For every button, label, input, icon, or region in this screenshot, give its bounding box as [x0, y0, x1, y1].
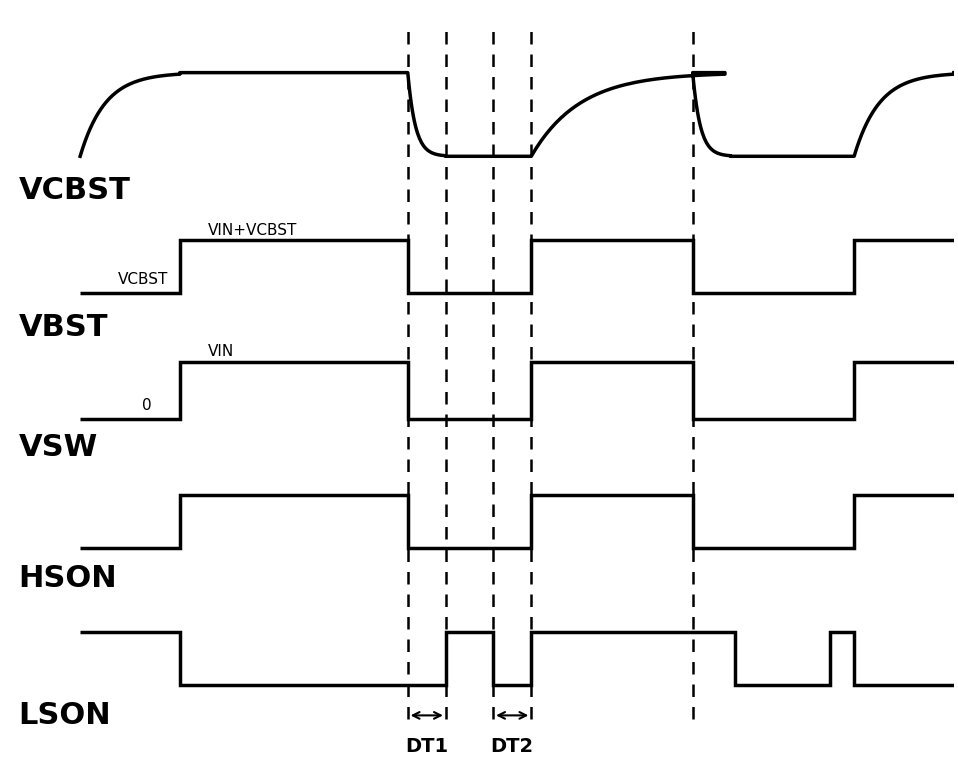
- Text: VSW: VSW: [18, 433, 98, 461]
- Text: HSON: HSON: [18, 564, 117, 593]
- Text: VIN+VCBST: VIN+VCBST: [208, 223, 298, 238]
- Text: VCBST: VCBST: [118, 272, 169, 287]
- Text: DT1: DT1: [405, 737, 448, 756]
- Text: LSON: LSON: [18, 701, 111, 730]
- Text: VCBST: VCBST: [18, 176, 130, 205]
- Text: VBST: VBST: [18, 313, 108, 342]
- Text: 0: 0: [142, 398, 151, 413]
- Text: DT2: DT2: [490, 737, 534, 756]
- Text: VIN: VIN: [208, 345, 235, 359]
